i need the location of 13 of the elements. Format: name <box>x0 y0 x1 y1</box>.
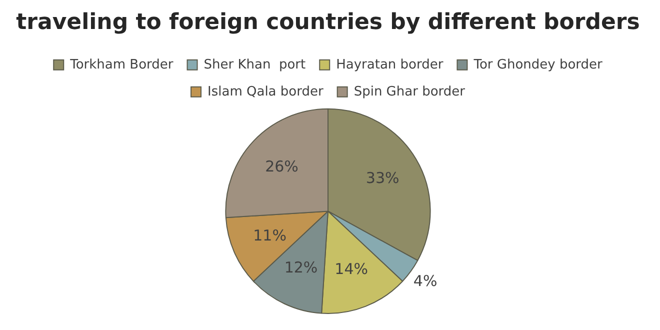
data-label: 14% <box>334 260 368 278</box>
legend-label: Sher Khan port <box>204 57 306 72</box>
data-label: 4% <box>413 272 438 290</box>
legend-label: Tor Ghondey border <box>472 57 604 72</box>
legend-label: Spin Ghar border <box>354 84 466 100</box>
legend-label: Hayratan border <box>336 57 444 72</box>
data-label: 26% <box>265 158 298 176</box>
chart-title: traveling to foreign countries by different borders <box>16 10 640 35</box>
legend-label: Islam Qala border <box>208 84 324 100</box>
data-label: 12% <box>284 258 318 276</box>
data-label: 33% <box>366 168 400 187</box>
legend-label: Torkham Border <box>69 57 174 72</box>
data-label: 11% <box>253 226 286 244</box>
